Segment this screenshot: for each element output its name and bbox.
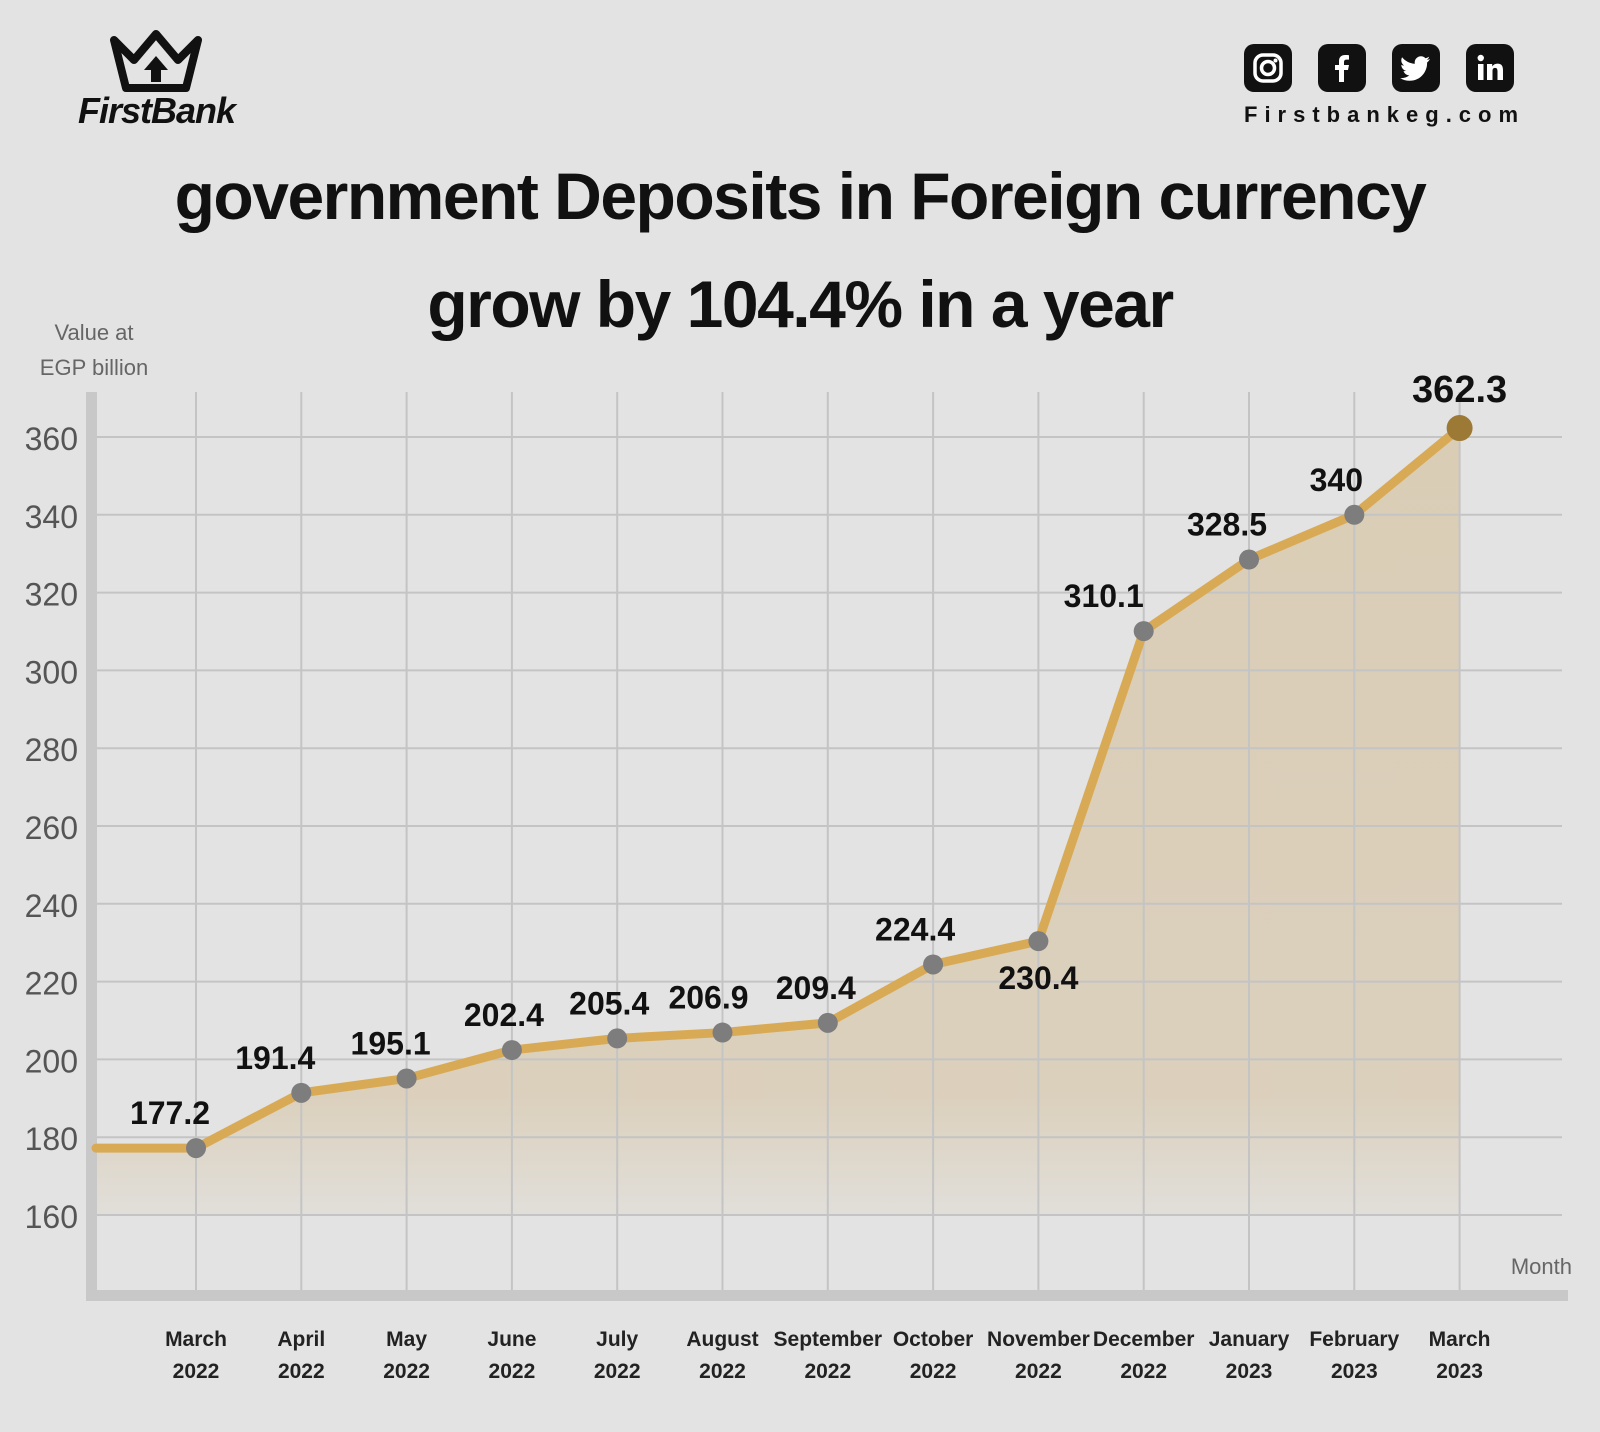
- data-label: 340: [1310, 462, 1363, 498]
- data-point: [712, 1022, 733, 1043]
- x-tick-month: October: [893, 1328, 974, 1351]
- twitter-icon[interactable]: [1392, 44, 1440, 92]
- data-point: [1344, 504, 1365, 525]
- x-tick-month: January: [1209, 1328, 1290, 1351]
- x-axis: [86, 1290, 1568, 1301]
- page-title: government Deposits in Foreign currency …: [0, 142, 1600, 358]
- y-tick-label: 240: [25, 888, 78, 924]
- x-tick-year: 2022: [699, 1360, 746, 1383]
- x-axis-label: Month: [1511, 1254, 1572, 1279]
- y-tick-label: 260: [25, 810, 78, 846]
- y-tick-label: 360: [25, 421, 78, 457]
- y-tick-label: 180: [25, 1121, 78, 1157]
- x-tick-month: September: [774, 1328, 883, 1351]
- data-label: 205.4: [569, 985, 649, 1021]
- x-tick-month: November: [987, 1328, 1090, 1351]
- data-point: [291, 1082, 312, 1103]
- y-axis-label: EGP billion: [40, 355, 148, 380]
- data-label: 195.1: [351, 1025, 431, 1061]
- x-tick-month: December: [1093, 1328, 1195, 1351]
- website-link[interactable]: Firstbankeg.com: [1244, 102, 1526, 127]
- data-point: [817, 1012, 838, 1033]
- x-tick-year: 2022: [278, 1360, 325, 1383]
- data-label: 206.9: [668, 980, 748, 1016]
- data-point: [1133, 621, 1154, 642]
- firstbank-logo: FirstBank: [72, 26, 252, 136]
- data-point: [1446, 415, 1473, 442]
- brand-name: FirstBank: [78, 90, 236, 131]
- data-point: [923, 954, 944, 975]
- x-tick-year: 2022: [804, 1360, 851, 1383]
- instagram-icon[interactable]: [1244, 44, 1292, 92]
- x-tick-year: 2022: [489, 1360, 536, 1383]
- y-tick-label: 160: [25, 1199, 78, 1235]
- y-tick-label: 220: [25, 966, 78, 1002]
- x-tick-month: June: [487, 1328, 536, 1351]
- crown-icon: [110, 30, 202, 92]
- x-tick-month: May: [386, 1328, 427, 1351]
- data-point: [607, 1028, 628, 1049]
- x-tick-month: July: [596, 1328, 638, 1351]
- x-tick-year: 2022: [1015, 1360, 1062, 1383]
- y-tick-label: 200: [25, 1043, 78, 1079]
- title-line-1: government Deposits in Foreign currency: [174, 159, 1427, 233]
- data-point: [1028, 931, 1049, 952]
- data-label: 191.4: [235, 1040, 315, 1076]
- data-label: 177.2: [130, 1095, 210, 1131]
- x-tick-year: 2022: [594, 1360, 641, 1383]
- data-point: [1239, 549, 1259, 570]
- series-line: [91, 423, 1465, 1153]
- data-point: [396, 1068, 417, 1089]
- x-tick-year: 2023: [1226, 1360, 1273, 1383]
- area-fill: [96, 428, 1460, 1216]
- y-axis: [86, 392, 97, 1300]
- data-label: 202.4: [464, 997, 544, 1033]
- y-axis-label: Value at: [54, 320, 133, 345]
- y-tick-label: 320: [25, 577, 78, 613]
- x-tick-year: 2022: [910, 1360, 957, 1383]
- data-label: 230.4: [998, 960, 1078, 996]
- x-tick-year: 2022: [173, 1360, 220, 1383]
- x-tick-month: February: [1309, 1328, 1399, 1351]
- x-tick-month: April: [277, 1328, 325, 1351]
- data-label: 328.5: [1187, 507, 1267, 543]
- linkedin-icon[interactable]: [1466, 44, 1514, 92]
- data-label: 209.4: [776, 970, 856, 1006]
- data-point: [501, 1040, 522, 1061]
- x-tick-year: 2022: [383, 1360, 430, 1383]
- data-point: [186, 1138, 206, 1159]
- title-line-2: grow by 104.4% in a year: [427, 267, 1174, 341]
- data-label: 310.1: [1064, 578, 1144, 614]
- x-tick-year: 2023: [1436, 1360, 1483, 1383]
- y-tick-label: 280: [25, 732, 78, 768]
- x-tick-month: March: [1429, 1328, 1491, 1351]
- data-label: 362.3: [1412, 369, 1507, 411]
- x-tick-year: 2022: [1120, 1360, 1167, 1383]
- x-tick-month: August: [686, 1328, 758, 1351]
- y-tick-label: 300: [25, 654, 78, 690]
- x-tick-year: 2023: [1331, 1360, 1378, 1383]
- facebook-icon[interactable]: [1318, 44, 1366, 92]
- data-label: 224.4: [875, 911, 955, 947]
- x-tick-month: March: [165, 1328, 227, 1351]
- social-links: Firstbankeg.com: [1244, 44, 1534, 134]
- y-tick-label: 340: [25, 499, 78, 535]
